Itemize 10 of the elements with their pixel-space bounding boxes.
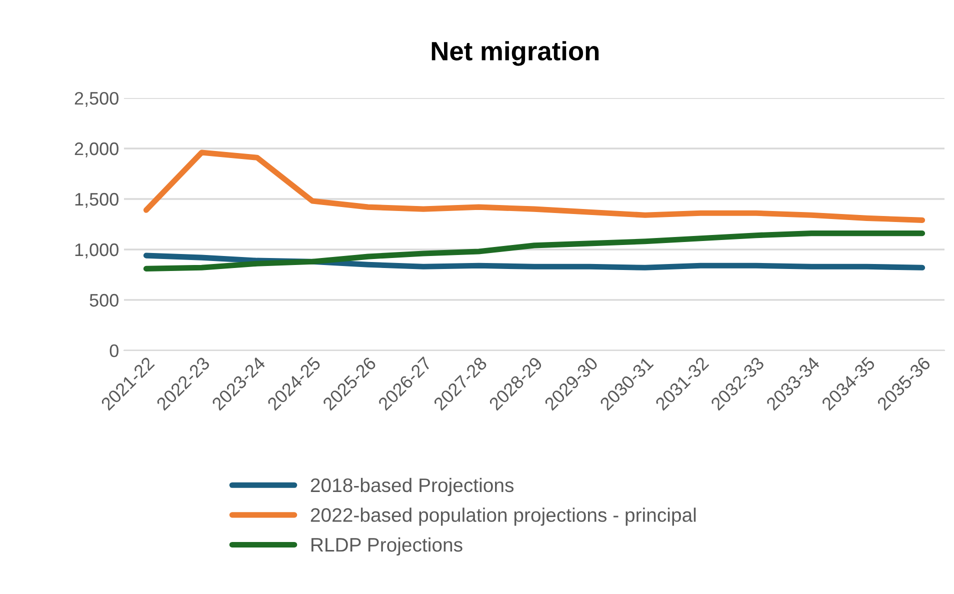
chart-title: Net migration <box>432 41 599 66</box>
legend-label: 2022-based population projections - principal <box>310 508 696 526</box>
y-tick-label: 2,500 <box>74 92 118 107</box>
legend-label: RLDP Projections <box>312 537 462 556</box>
y-tick-label: 1,000 <box>75 243 118 258</box>
y-tick-label: 500 <box>90 294 118 307</box>
y-tick-label: 2,000 <box>74 142 118 158</box>
y-tick-label: 1,500 <box>75 192 118 208</box>
legend-label: 2018-based Projections <box>310 478 514 496</box>
y-tick-label: 0 <box>110 344 118 358</box>
